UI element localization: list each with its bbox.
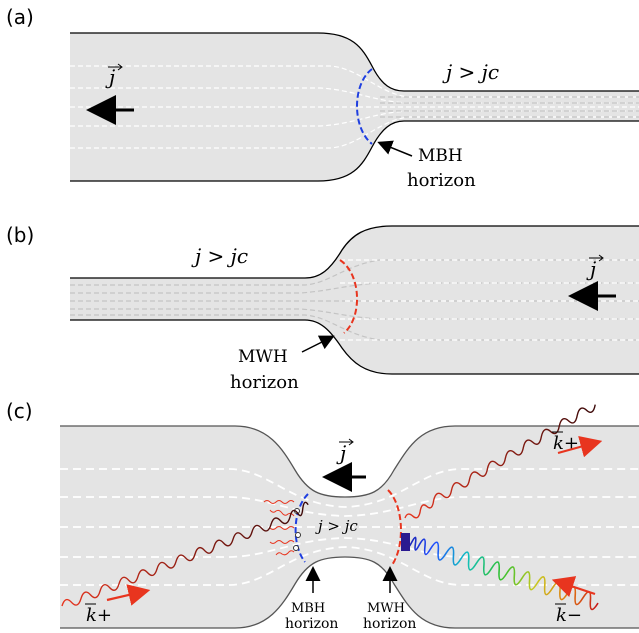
panel-b-label: (b)	[6, 223, 34, 247]
panel-c-j-label: j	[336, 441, 346, 465]
panel-c-label: (c)	[6, 399, 33, 423]
panel-a-horizon-name: MBH	[418, 146, 463, 166]
panel-b-channel	[70, 226, 639, 374]
panel-a-top-wall	[70, 32, 639, 92]
panel-c-current-vector: j	[322, 438, 366, 492]
panel-a-bottom-wall	[70, 120, 639, 182]
panel-b-flow-condition: j > jc	[191, 244, 248, 268]
panel-c-mwh-word: horizon	[363, 616, 416, 632]
panel-a: (a) j	[6, 5, 639, 191]
panel-c-mbh-horizon	[294, 493, 309, 563]
panel-c-mwh-name: MWH	[367, 601, 405, 616]
panel-c-bottom-wall	[60, 556, 639, 629]
panel-a-mbh-horizon	[356, 68, 373, 145]
panel-b-j-label: j	[586, 257, 596, 281]
panel-c-top-wall	[60, 425, 639, 498]
panel-c-k-plus-left-label: k+	[85, 584, 151, 626]
panel-b-horizon-word: horizon	[230, 372, 299, 393]
panel-c-mwh-horizon	[387, 489, 402, 566]
panel-a-horizon-pointer	[377, 140, 413, 157]
panel-c: (c)	[6, 399, 639, 632]
panel-c-wave-k-minus	[403, 534, 599, 611]
panel-c-flow-condition: j > jc	[315, 517, 358, 535]
panel-c-k-plus-right-label: k+	[552, 431, 603, 458]
panel-c-streamlines	[60, 468, 639, 586]
panel-c-mbh-name: MBH	[291, 601, 325, 616]
panel-a-streamlines	[70, 65, 639, 149]
panel-b-mwh-horizon	[339, 259, 358, 334]
panel-c-mbh-word: horizon	[285, 616, 338, 632]
panel-b-horizon-pointer	[301, 335, 335, 353]
panel-a-j-label: j	[105, 65, 115, 89]
panel-c-wave-k-plus-left	[61, 501, 309, 607]
panel-b-current-vector: j	[568, 254, 616, 311]
panel-a-current-vector: j	[86, 63, 134, 125]
panel-b: (b) j > jc j	[6, 223, 639, 393]
svg-text:k−: k−	[556, 605, 582, 626]
panel-c-k-minus-label: k−	[551, 576, 596, 626]
panel-c-wave-packet-core	[401, 533, 410, 551]
panel-b-horizon-name: MWH	[238, 347, 288, 367]
panel-b-bottom-wall	[70, 319, 639, 375]
panel-a-flow-condition: j > jc	[442, 60, 499, 84]
panel-c-wave-k-plus-right	[404, 404, 596, 519]
panel-a-horizon-word: horizon	[407, 170, 476, 191]
svg-text:k+: k+	[86, 605, 112, 626]
panel-b-streamlines	[70, 259, 639, 341]
panel-a-label: (a)	[6, 5, 34, 29]
panel-b-top-wall	[70, 225, 639, 279]
